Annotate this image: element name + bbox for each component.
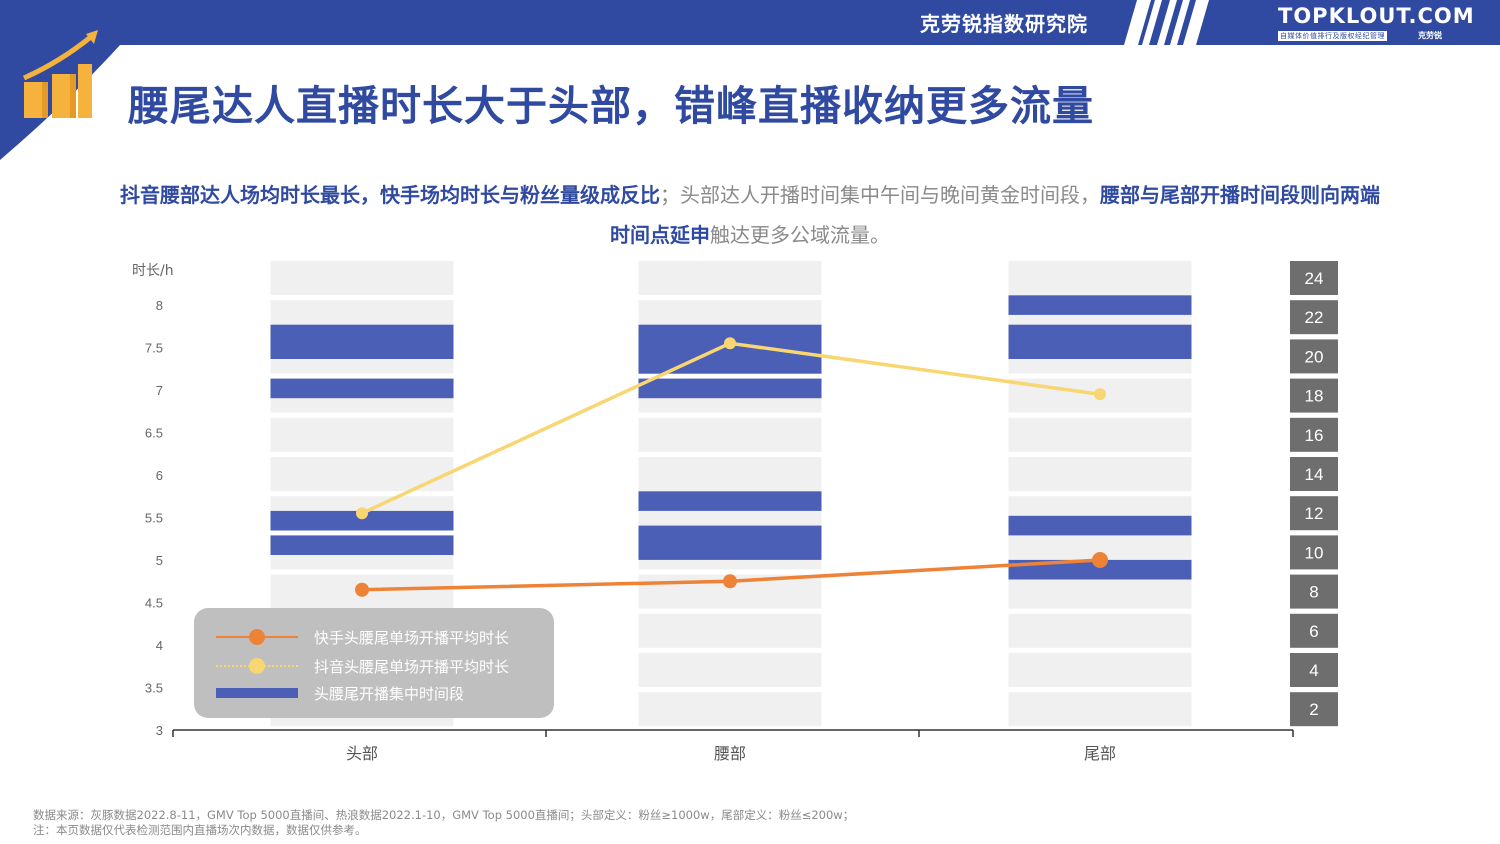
- subtitle-text-1: ；头部达人开播时间集中午间与晚间黄金时间段，: [660, 183, 1100, 207]
- kuaishou-point: [723, 574, 737, 589]
- time-range-bar: [638, 525, 822, 560]
- y-right-tick-label: 10: [1305, 543, 1324, 562]
- douyin-point: [1094, 388, 1106, 401]
- time-range-bar: [1008, 295, 1192, 315]
- subtitle-highlight-1: 抖音腰部达人场均时长最长，快手场均时长与粉丝量级成反比: [120, 183, 660, 207]
- y-right-tick-label: 22: [1305, 308, 1324, 327]
- chart-legend: 快手头腰尾单场开播平均时长 抖音头腰尾单场开播平均时长 头腰尾开播集中时间段: [194, 608, 554, 718]
- x-tick-label: 尾部: [1084, 744, 1116, 763]
- y-right-tick-box: [1290, 261, 1338, 295]
- time-slot-bg: [638, 417, 822, 452]
- time-range-bar: [270, 378, 454, 399]
- y-right-tick-box: [1290, 457, 1338, 491]
- y-right-tick-label: 20: [1305, 347, 1324, 366]
- y-right-tick-label: 12: [1305, 504, 1324, 523]
- y-right-tick-box: [1290, 653, 1338, 687]
- y-left-tick-label: 4.5: [145, 596, 163, 611]
- growth-chart-icon: [22, 30, 98, 118]
- y-right-tick-box: [1290, 535, 1338, 570]
- legend-label-douyin: 抖音头腰尾单场开播平均时长: [314, 657, 510, 676]
- y-right-tick-box: [1290, 692, 1338, 727]
- time-slot-bg: [638, 613, 822, 648]
- source-line-1: 数据来源：灰豚数据2022.8-11，GMV Top 5000直播间、热浪数据2…: [33, 808, 855, 822]
- source-line-2: 注：本页数据仅代表检测范围内直播场次内数据，数据仅供参考。: [33, 823, 367, 837]
- y-right-tick-label: 6: [1309, 622, 1318, 641]
- y-right-tick-label: 18: [1305, 387, 1324, 406]
- y-right-tick-label: 8: [1309, 583, 1318, 602]
- x-tick-label: 头部: [346, 744, 378, 763]
- y-right-tick-label: 2: [1309, 700, 1318, 719]
- time-slot-bg: [638, 261, 822, 295]
- douyin-point: [356, 507, 368, 520]
- y-right-tick-box: [1290, 417, 1338, 452]
- logo-text: TOPKLOUT.COM: [1278, 4, 1475, 28]
- y-right-tick-box: [1290, 378, 1338, 413]
- time-slot-bg: [1008, 653, 1192, 687]
- page-title: 腰尾达人直播时长大于头部，错峰直播收纳更多流量: [128, 82, 1094, 130]
- legend-orange-line-marker: [216, 629, 298, 645]
- time-slot-bg: [638, 457, 822, 491]
- y-right-tick-label: 16: [1305, 426, 1324, 445]
- brand-name: 克劳锐指数研究院: [920, 12, 1088, 36]
- kuaishou-point: [355, 582, 369, 597]
- time-slot-bg: [1008, 457, 1192, 491]
- time-slot-bg: [638, 653, 822, 687]
- legend-label-kuaishou: 快手头腰尾单场开播平均时长: [314, 628, 510, 647]
- corner-decoration: [0, 30, 120, 160]
- legend-item-kuaishou: 快手头腰尾单场开播平均时长: [216, 625, 509, 649]
- y-left-tick-label: 6: [156, 468, 163, 483]
- y-right-tick-box: [1290, 574, 1338, 609]
- legend-label-time-range: 头腰尾开播集中时间段: [314, 684, 465, 703]
- y-right-tick-label: 14: [1305, 465, 1324, 484]
- y-left-tick-label: 3.5: [145, 681, 163, 696]
- y-right-tick-box: [1290, 339, 1338, 374]
- y-left-tick-label: 5.5: [145, 511, 163, 526]
- y-right-tick-box: [1290, 496, 1338, 531]
- time-slot-bg: [1008, 261, 1192, 295]
- time-range-bar: [1008, 515, 1192, 536]
- legend-item-time-range: 头腰尾开播集中时间段: [216, 681, 464, 705]
- time-slot-bg: [1008, 613, 1192, 648]
- y-right-tick-label: 24: [1305, 269, 1324, 288]
- stripe-decoration: [1138, 0, 1196, 45]
- y-left-axis-label: 时长/h: [132, 263, 174, 279]
- time-range-bar: [1008, 324, 1192, 359]
- y-right-tick-label: 4: [1309, 661, 1318, 680]
- time-range-bar: [270, 324, 454, 359]
- y-right-tick-box: [1290, 300, 1338, 335]
- y-left-tick-label: 7: [156, 383, 163, 398]
- subtitle-text-2: 触达更多公域流量。: [710, 223, 890, 247]
- time-slot-bg: [1008, 692, 1192, 727]
- time-slot-bg: [270, 457, 454, 491]
- time-slot-bg: [270, 417, 454, 452]
- source-note: 数据来源：灰豚数据2022.8-11，GMV Top 5000直播间、热浪数据2…: [33, 808, 854, 838]
- time-slot-bg: [1008, 417, 1192, 452]
- x-tick-label: 腰部: [714, 744, 746, 763]
- legend-blue-bar-marker: [216, 688, 298, 698]
- time-slot-bg: [270, 261, 454, 295]
- y-right-tick-box: [1290, 613, 1338, 648]
- y-left-tick-label: 8: [156, 298, 163, 313]
- legend-yellow-line-marker: [216, 658, 298, 674]
- logo-tagline-brand: 克劳锐: [1418, 31, 1442, 40]
- y-left-tick-label: 3: [156, 723, 163, 738]
- time-range-bar: [638, 378, 822, 399]
- douyin-point: [724, 337, 736, 350]
- legend-item-douyin: 抖音头腰尾单场开播平均时长: [216, 654, 509, 678]
- subtitle-highlight-2: 腰部与尾部开播时间段则向两端时间点延申: [610, 183, 1380, 247]
- kuaishou-point: [1092, 552, 1108, 568]
- time-range-bar: [270, 510, 454, 531]
- time-range-bar: [638, 491, 822, 511]
- subtitle: 抖音腰部达人场均时长最长，快手场均时长与粉丝量级成反比；头部达人开播时间集中午间…: [120, 175, 1380, 255]
- y-left-tick-label: 7.5: [145, 341, 163, 356]
- y-left-tick-label: 5: [156, 553, 163, 568]
- y-left-tick-label: 6.5: [145, 426, 163, 441]
- time-range-bar: [270, 535, 454, 555]
- y-left-tick-label: 4: [156, 638, 163, 653]
- time-range-bar: [1008, 559, 1192, 580]
- logo-tagline: 自媒体价值排行及版权经纪管理: [1278, 31, 1387, 41]
- time-slot-bg: [1008, 574, 1192, 609]
- time-slot-bg: [638, 692, 822, 727]
- header-band: [0, 0, 1500, 45]
